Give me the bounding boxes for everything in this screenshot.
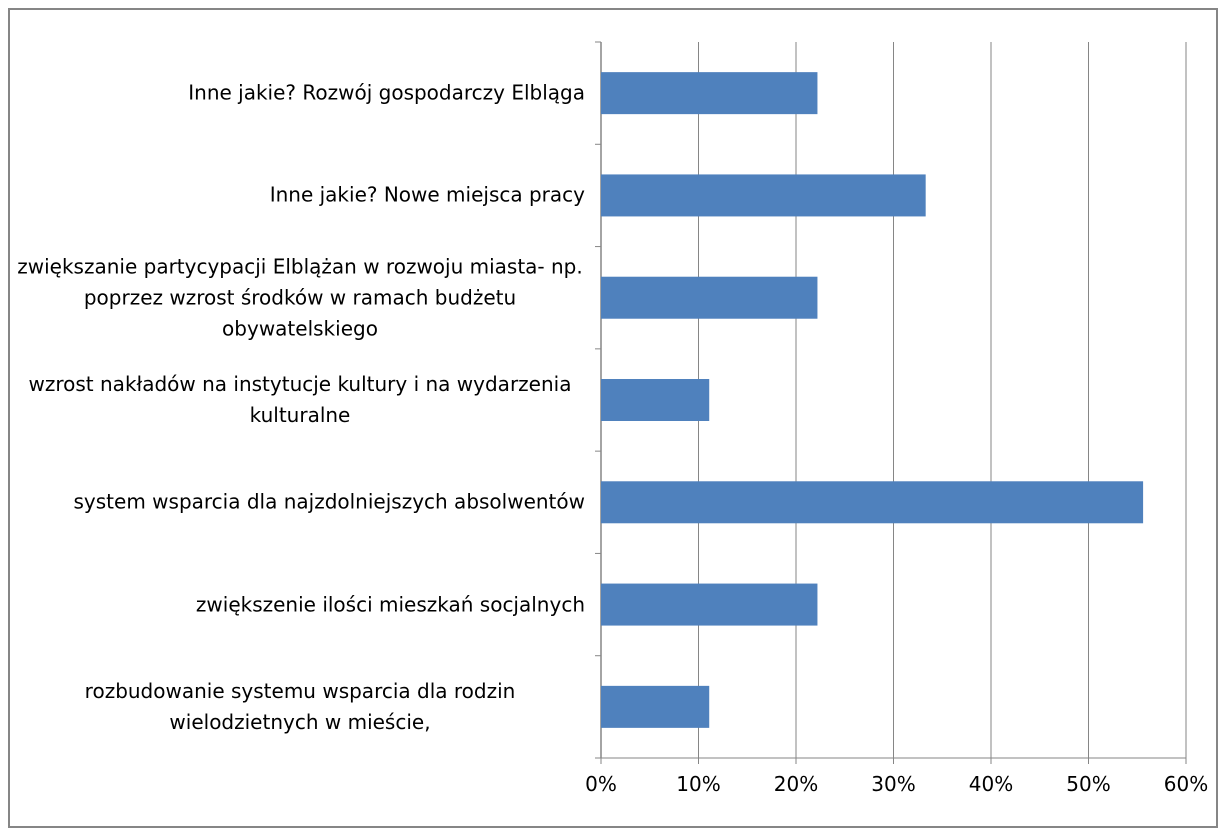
bar <box>601 276 818 319</box>
category-label-box: Inne jakie? Rozwój gospodarczy Elbląga <box>15 78 585 109</box>
y-tick-label: rozbudowanie systemu wsparcia dla rodzin… <box>84 678 516 734</box>
x-tick-label: 10% <box>676 772 720 796</box>
category-label-box: rozbudowanie systemu wsparcia dla rodzin… <box>15 676 585 738</box>
x-tick-label: 60% <box>1164 772 1208 796</box>
x-tick-label: 40% <box>969 772 1013 796</box>
x-tick-label: 50% <box>1066 772 1110 796</box>
bar <box>601 685 710 728</box>
y-tick-label: wzrost nakładów na instytucje kultury i … <box>28 372 572 427</box>
x-tick-label: 20% <box>774 772 818 796</box>
y-tick-label: zwiększanie partycypacji Elblążan w rozw… <box>17 254 583 341</box>
category-label-box: wzrost nakładów na instytucje kultury i … <box>15 369 585 431</box>
bar <box>601 583 818 626</box>
bar <box>601 174 926 217</box>
category-label-box: system wsparcia dla najzdolniejszych abs… <box>15 487 586 518</box>
y-tick-label: Inne jakie? Nowe miejsca pracy <box>269 182 585 207</box>
y-tick-label: system wsparcia dla najzdolniejszych abs… <box>73 489 586 514</box>
x-tick-label: 0% <box>585 772 617 796</box>
category-label-box: zwiększenie ilości mieszkań socjalnych <box>15 589 585 620</box>
x-tick-label: 30% <box>871 772 915 796</box>
category-label-box: Inne jakie? Nowe miejsca pracy <box>15 180 585 211</box>
y-tick-label: Inne jakie? Rozwój gospodarczy Elbląga <box>188 80 585 105</box>
bar <box>601 72 818 115</box>
y-tick-label: zwiększenie ilości mieszkań socjalnych <box>195 592 585 617</box>
bar <box>601 481 1144 524</box>
category-label-box: zwiększanie partycypacji Elblążan w rozw… <box>15 251 585 344</box>
bar <box>601 379 710 421</box>
